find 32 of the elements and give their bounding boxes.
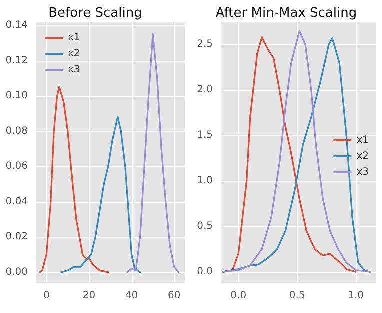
y-tick-label: 2.5 <box>197 39 213 50</box>
line-series <box>39 86 110 274</box>
legend-label: x2 <box>68 48 80 60</box>
y-tick-label: 0.5 <box>197 221 213 232</box>
y-tick-label: 0.02 <box>6 232 28 243</box>
legend-label: x2 <box>356 151 369 162</box>
line-series <box>60 116 142 274</box>
legend-label: x3 <box>68 64 80 76</box>
chart-title: Before Scaling <box>48 6 142 21</box>
y-tick-label: 0.04 <box>6 196 28 208</box>
x-tick-label: 60 <box>168 290 181 302</box>
x-tick-label: 0.0 <box>230 290 247 302</box>
line-series <box>126 34 180 274</box>
y-tick-label: 0.14 <box>6 20 28 32</box>
y-tick-label: 2.0 <box>197 84 213 96</box>
y-tick-label: 0.00 <box>6 266 28 278</box>
legend-label: x1 <box>356 135 369 146</box>
y-tick-label: 0.06 <box>6 161 28 172</box>
y-tick-label: 0.12 <box>6 55 28 66</box>
x-tick-label: 40 <box>125 290 138 302</box>
x-tick-label: 0 <box>43 290 50 302</box>
y-tick-label: 0.10 <box>6 90 28 102</box>
y-tick-label: 1.0 <box>197 176 213 187</box>
x-tick-label: 0.5 <box>289 290 306 302</box>
chart-title: After Min-Max Scaling <box>216 6 358 21</box>
y-tick-label: 0.08 <box>6 126 28 137</box>
legend-label: x1 <box>68 32 80 44</box>
legend-label: x3 <box>356 167 369 178</box>
y-tick-label: 0.0 <box>197 266 213 278</box>
x-tick-label: 20 <box>82 290 96 302</box>
y-tick-label: 1.5 <box>197 130 213 142</box>
x-tick-label: 1.0 <box>348 290 364 302</box>
